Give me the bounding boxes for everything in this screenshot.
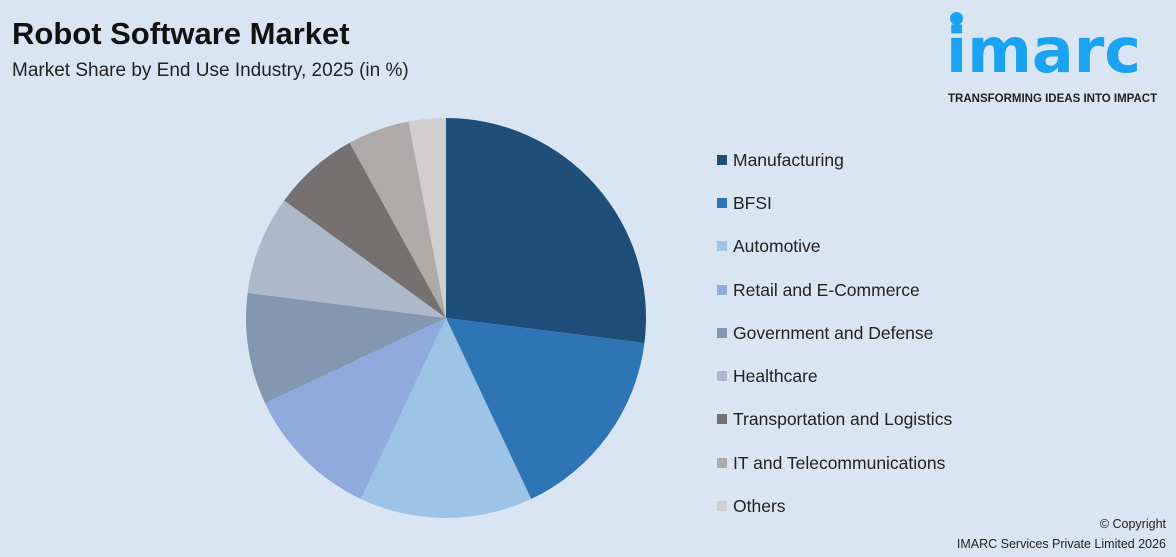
legend-item: Healthcare	[717, 354, 952, 397]
imarc-logo: imarc TRANSFORMING IDEAS INTO IMPACT	[946, 8, 1172, 112]
chart-title: Robot Software Market	[12, 16, 350, 51]
legend-item: Manufacturing	[717, 138, 952, 181]
legend-swatch	[717, 284, 727, 295]
logo-dot	[950, 12, 963, 25]
legend-label: Automotive	[733, 236, 821, 257]
pie-slice-it-and-telecommunications	[349, 121, 446, 319]
legend: Manufacturing BFSI Automotive Retail and E-…	[717, 138, 952, 528]
legend-item: Transportation and Logistics	[717, 398, 952, 441]
legend-label: Manufacturing	[733, 149, 844, 170]
legend-item: Government and Defense	[717, 311, 952, 354]
chart-subtitle: Market Share by End Use Industry, 2025 (…	[12, 60, 409, 81]
pie-slice-government-and-defense	[246, 292, 446, 404]
legend-label: Transportation and Logistics	[733, 409, 953, 430]
legend-swatch	[717, 457, 727, 468]
legend-label: BFSI	[733, 192, 772, 213]
legend-item: Retail and E-Commerce	[717, 268, 952, 311]
pie-slice-automotive	[360, 318, 532, 518]
copyright: © Copyright IMARC Services Private Limit…	[957, 514, 1166, 554]
pie-slice-transportation-and-logistics	[284, 142, 446, 318]
legend-item: IT and Telecommunications	[717, 441, 952, 484]
legend-label: Healthcare	[733, 366, 818, 387]
legend-label: Government and Defense	[733, 322, 934, 343]
legend-swatch	[717, 327, 727, 338]
legend-swatch	[717, 414, 727, 425]
legend-swatch	[717, 241, 727, 252]
legend-item: Others	[717, 484, 952, 527]
pie-slice-bfsi	[446, 318, 645, 499]
copyright-label: © Copyright	[1099, 517, 1166, 531]
copyright-company: IMARC Services Private Limited 2026	[956, 537, 1166, 551]
pie-slice-retail-and-e-commerce	[265, 318, 446, 499]
logo-tagline: TRANSFORMING IDEAS INTO IMPACT	[948, 93, 1158, 105]
legend-label: Retail and E-Commerce	[733, 279, 920, 300]
legend-item: Automotive	[717, 225, 952, 268]
legend-swatch	[717, 371, 727, 382]
legend-swatch	[717, 501, 727, 512]
legend-item: BFSI	[717, 181, 952, 224]
legend-swatch	[717, 197, 727, 208]
legend-label: Others	[733, 496, 786, 517]
pie-slice-manufacturing	[446, 118, 646, 344]
legend-label: IT and Telecommunications	[733, 452, 946, 473]
pie-slice-others	[408, 118, 446, 318]
logo-wordmark: imarc	[946, 14, 1142, 87]
pie-slice-healthcare	[247, 200, 446, 318]
legend-swatch	[717, 154, 727, 165]
